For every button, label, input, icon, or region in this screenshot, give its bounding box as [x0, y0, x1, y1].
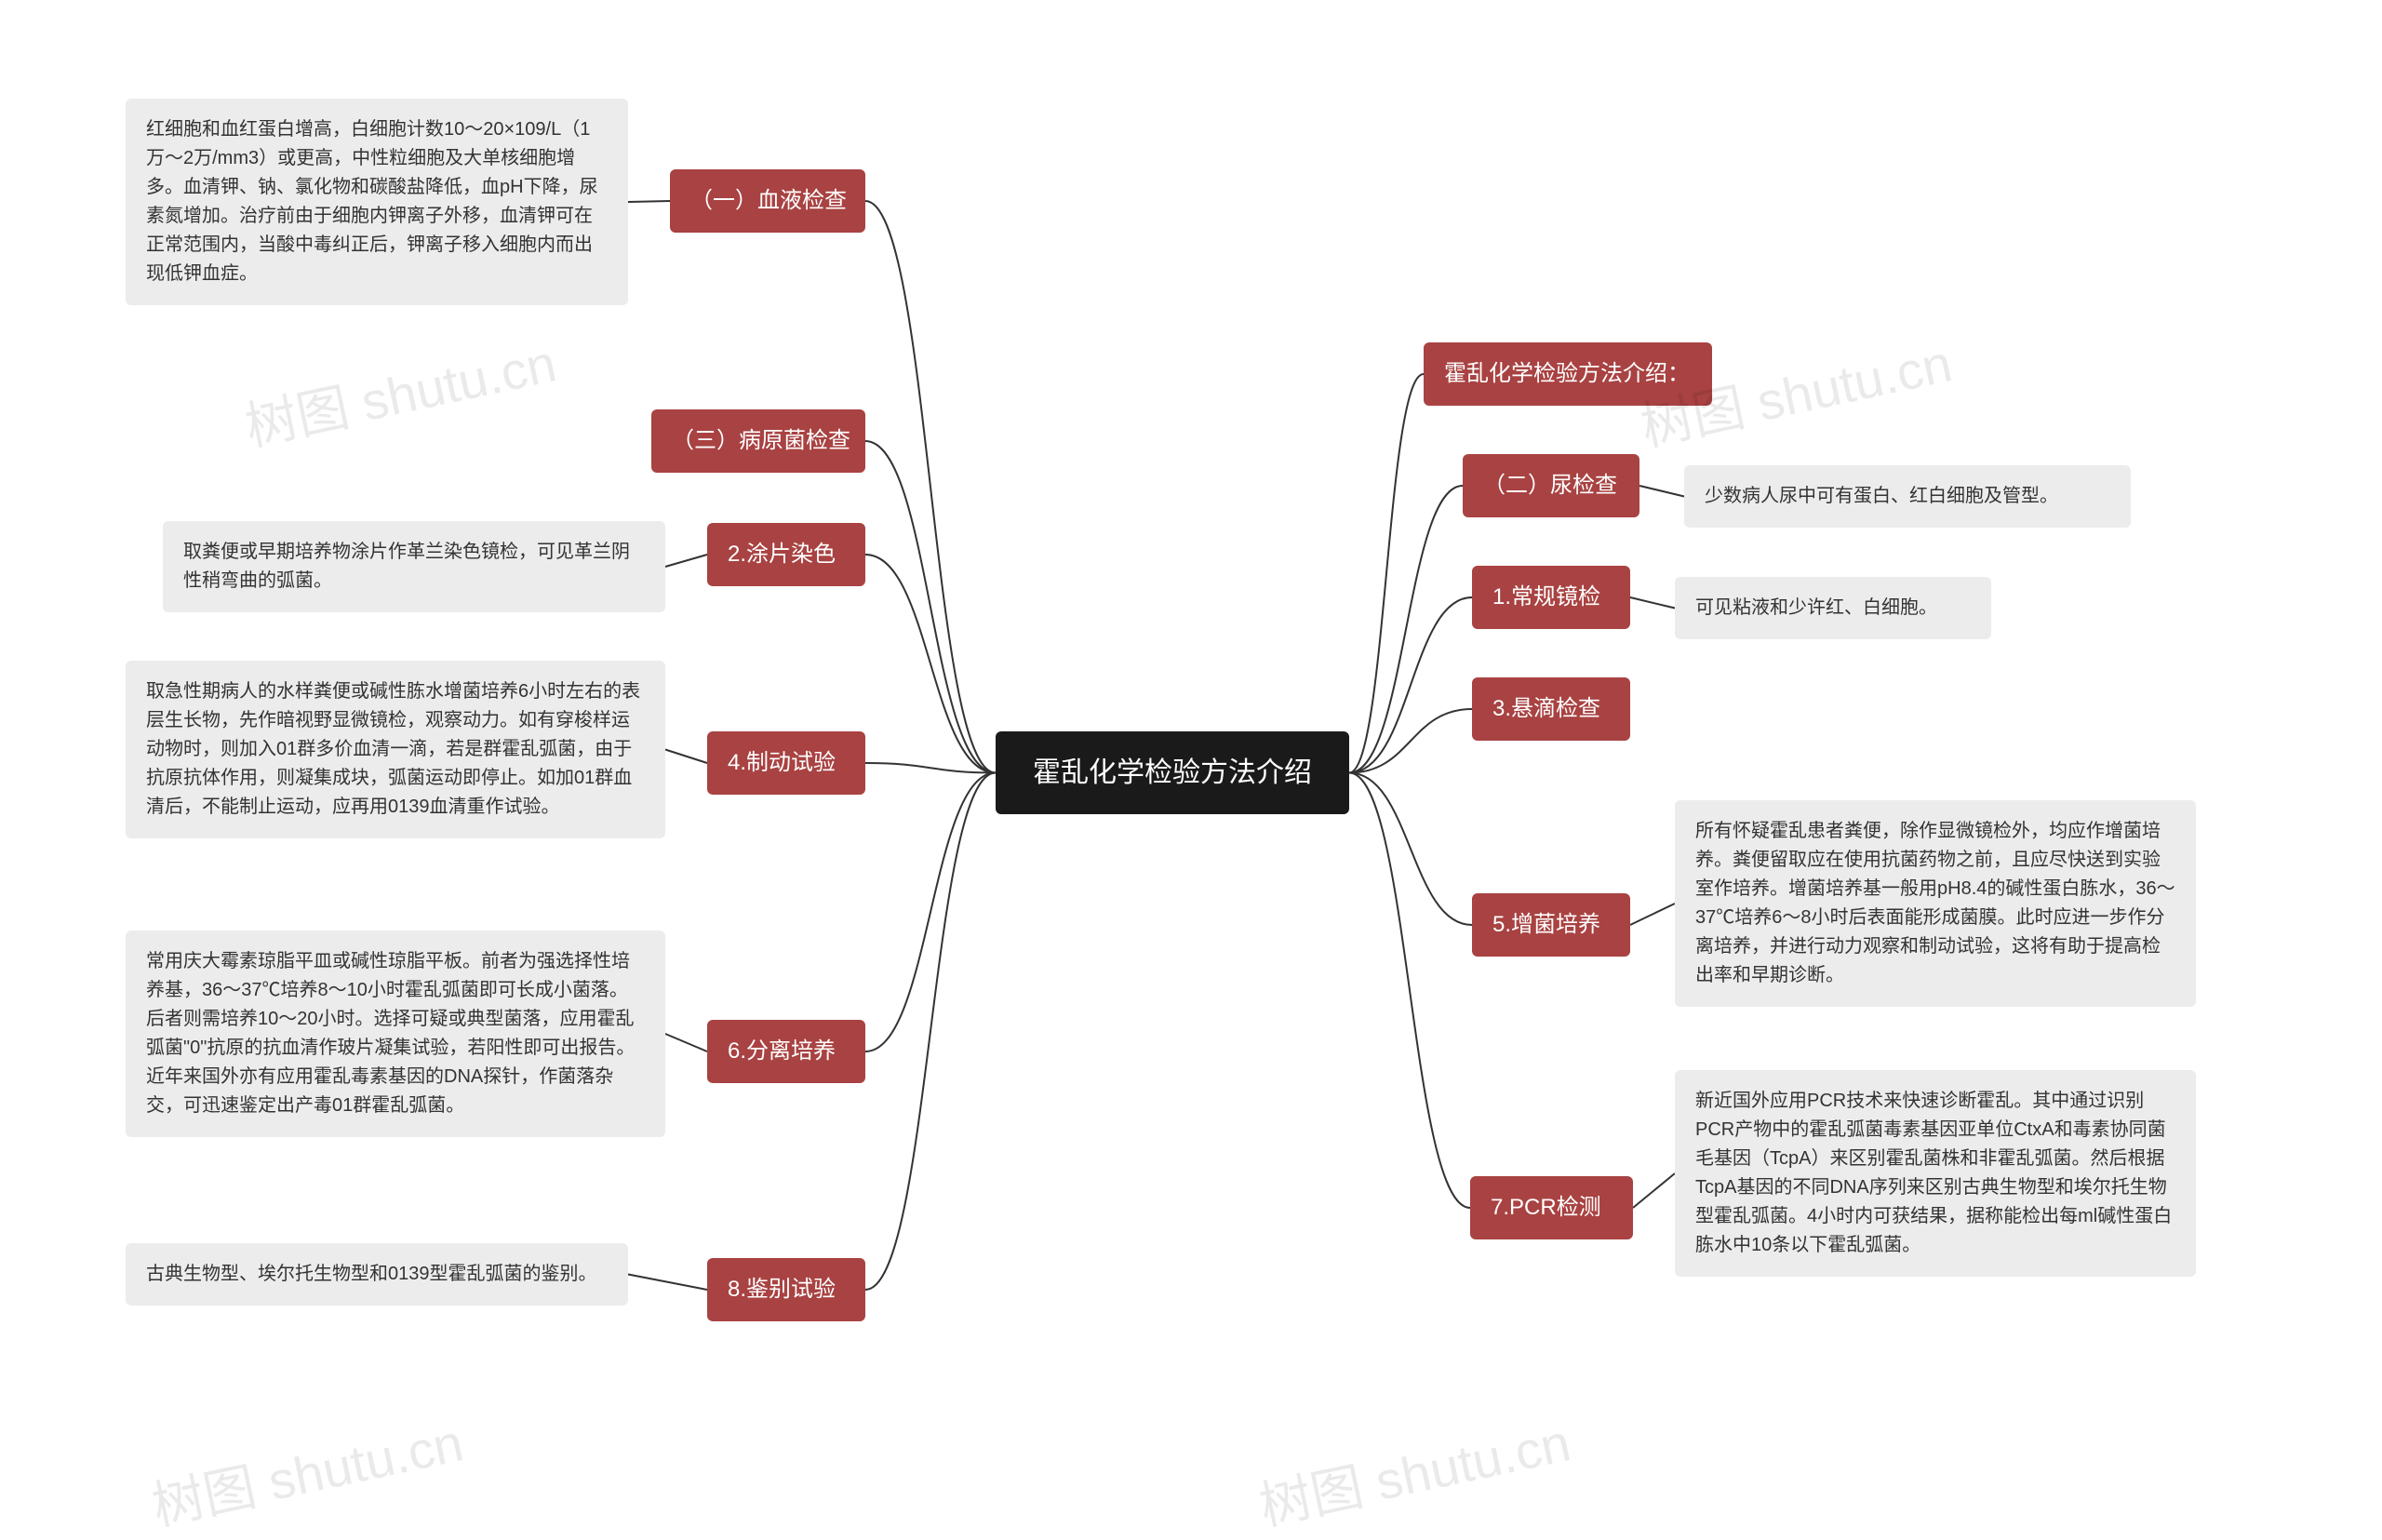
detail-smear-stain: 取粪便或早期培养物涂片作革兰染色镜检，可见革兰阴性稍弯曲的弧菌。 [163, 521, 665, 612]
node-enrichment-culture: 5.增菌培养 [1472, 893, 1630, 957]
detail-blood-test: 红细胞和血红蛋白增高，白细胞计数10～20×109/L（1万～2万/mm3）或更… [126, 99, 628, 305]
detail-brake-test: 取急性期病人的水样粪便或碱性胨水增菌培养6小时左右的表层生长物，先作暗视野显微镜… [126, 661, 665, 838]
node-pcr-test: 7.PCR检测 [1470, 1176, 1633, 1239]
watermark: 树图 shutu.cn [237, 322, 562, 462]
mindmap-canvas: 霍乱化学检验方法介绍 （一）血液检查 红细胞和血红蛋白增高，白细胞计数10～20… [0, 0, 2382, 1520]
node-routine-microscopy: 1.常规镜检 [1472, 566, 1630, 629]
node-pathogen-test: （三）病原菌检查 [651, 409, 865, 473]
node-differentiation-test: 8.鉴别试验 [707, 1258, 865, 1321]
detail-enrichment-culture: 所有怀疑霍乱患者粪便，除作显微镜检外，均应作增菌培养。粪便留取应在使用抗菌药物之… [1675, 800, 2196, 1007]
detail-isolation-culture: 常用庆大霉素琼脂平皿或碱性琼脂平板。前者为强选择性培养基，36～37℃培养8～1… [126, 931, 665, 1137]
detail-routine-microscopy: 可见粘液和少许红、白细胞。 [1675, 577, 1991, 639]
detail-differentiation-test: 古典生物型、埃尔托生物型和0139型霍乱弧菌的鉴别。 [126, 1243, 628, 1306]
detail-pcr-test: 新近国外应用PCR技术来快速诊断霍乱。其中通过识别PCR产物中的霍乱弧菌毒素基因… [1675, 1070, 2196, 1277]
node-hanging-drop: 3.悬滴检查 [1472, 677, 1630, 741]
center-node: 霍乱化学检验方法介绍 [996, 731, 1349, 814]
node-blood-test: （一）血液检查 [670, 169, 865, 233]
node-isolation-culture: 6.分离培养 [707, 1020, 865, 1083]
node-urine-test: （二）尿检查 [1463, 454, 1639, 517]
detail-urine-test: 少数病人尿中可有蛋白、红白细胞及管型。 [1684, 465, 2131, 528]
node-smear-stain: 2.涂片染色 [707, 523, 865, 586]
node-intro-header: 霍乱化学检验方法介绍： [1424, 342, 1712, 406]
node-brake-test: 4.制动试验 [707, 731, 865, 795]
